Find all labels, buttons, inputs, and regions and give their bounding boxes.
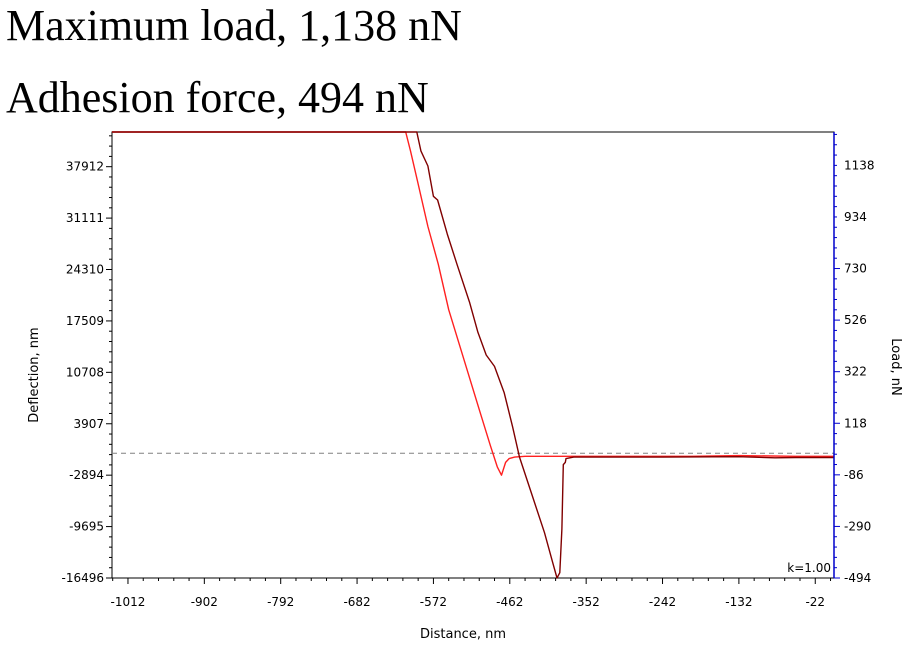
x-tick-label: -132: [725, 595, 752, 609]
y2-tick-label: -494: [844, 571, 871, 585]
y-tick-label: 24310: [66, 263, 104, 277]
x-tick-label: -1012: [111, 595, 146, 609]
x-tick-label: -792: [267, 595, 294, 609]
y2-tick-label: 730: [844, 262, 867, 276]
plot-area: [111, 131, 835, 579]
x-tick-label: -682: [343, 595, 370, 609]
y2-tick-label: 322: [844, 365, 867, 379]
y2-tick-label: -290: [844, 519, 871, 533]
adhesion-force-headline: Adhesion force, 494 nN: [6, 73, 429, 122]
x-tick-label: -462: [496, 595, 523, 609]
y-axis-title: Deflection, nm: [27, 327, 42, 422]
x-tick-label: -902: [191, 595, 218, 609]
x-tick-label: -352: [573, 595, 600, 609]
y2-axis-title: Load, nN: [888, 338, 903, 395]
y-tick-label: -16496: [61, 571, 104, 585]
y-tick-label: 37912: [66, 160, 104, 174]
y2-tick-label: 934: [844, 210, 867, 224]
y-tick-label: -2894: [69, 468, 104, 482]
y2-tick-label: 526: [844, 313, 867, 327]
x-tick-label: -22: [805, 595, 825, 609]
approach-curve: [112, 131, 834, 476]
y-tick-label: 10708: [66, 365, 104, 379]
y2-tick-label: 1138: [844, 158, 875, 172]
x-tick-label: -242: [649, 595, 676, 609]
max-load-headline: Maximum load, 1,138 nN: [6, 1, 462, 50]
retract-curve: [112, 131, 834, 579]
spring-constant-annotation: k=1.00: [787, 561, 831, 575]
y-tick-label: 17509: [66, 314, 104, 328]
y2-tick-label: 118: [844, 416, 867, 430]
x-tick-label: -572: [420, 595, 447, 609]
y-tick-label: 3907: [73, 417, 104, 431]
x-axis-title: Distance, nm: [420, 627, 506, 642]
y-tick-label: -9695: [69, 520, 104, 534]
y2-tick-label: -86: [844, 468, 864, 482]
y-tick-label: 31111: [66, 211, 104, 225]
